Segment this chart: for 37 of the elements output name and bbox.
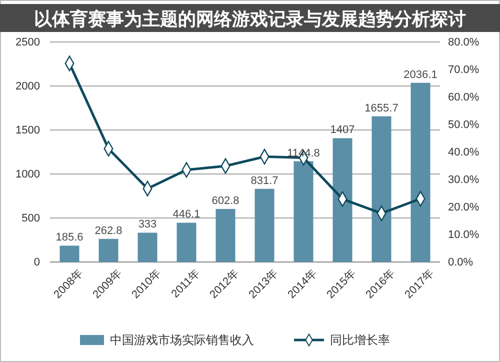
data-label: 185.6: [56, 232, 84, 244]
y-tick-label: 0: [34, 256, 40, 269]
bar: [176, 222, 196, 262]
data-label: 262.8: [94, 224, 122, 237]
data-label: 831.7: [250, 174, 278, 187]
y-tick-label: 2000: [16, 80, 40, 93]
bar: [98, 238, 118, 262]
bar: [216, 208, 236, 262]
data-label: 1655.7: [364, 102, 398, 114]
bar: [60, 246, 80, 262]
chart-title: 以体育赛事为主题的网络游戏记录与发展趋势分析探讨: [34, 8, 466, 29]
y2-tick-label: 50.0%: [448, 119, 480, 132]
y2-tick-label: 70.0%: [448, 64, 480, 76]
y2-tick-label: 0.0%: [448, 256, 474, 269]
y-tick-label: 500: [22, 212, 40, 225]
legend-label: 中国游戏市场实际销售收入: [110, 333, 254, 347]
bar: [332, 138, 352, 262]
y-tick-label: 2500: [16, 36, 40, 49]
y2-tick-label: 40.0%: [448, 146, 480, 159]
y2-tick-label: 60.0%: [448, 92, 480, 104]
bar: [254, 188, 274, 262]
data-label: 602.8: [212, 194, 240, 207]
data-label: 2036.1: [404, 68, 438, 81]
y2-tick-label: 30.0%: [448, 174, 480, 186]
data-label: 333: [138, 218, 157, 231]
bar: [294, 161, 314, 262]
y2-tick-label: 80.0%: [448, 36, 480, 49]
data-label: 1407: [330, 124, 355, 136]
bar: [372, 116, 392, 262]
y2-tick-label: 20.0%: [448, 202, 480, 214]
legend-label: 同比增长率: [330, 333, 390, 347]
bar: [410, 82, 430, 262]
y-tick-label: 1500: [16, 124, 40, 137]
y-tick-label: 1000: [16, 168, 40, 181]
bar: [138, 232, 158, 262]
y2-tick-label: 10.0%: [448, 229, 480, 242]
data-label: 446.1: [172, 208, 200, 221]
